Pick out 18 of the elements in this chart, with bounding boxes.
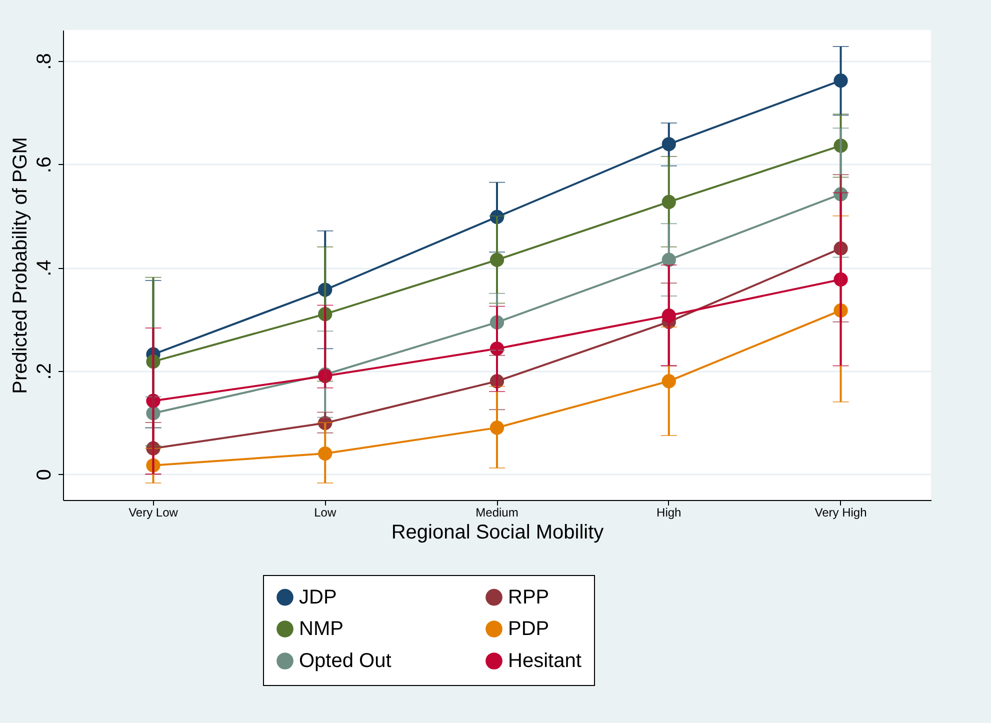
y-tick-label: .2 — [34, 363, 56, 380]
y-tick-label: .4 — [34, 260, 56, 276]
legend-label: NMP — [299, 618, 344, 640]
legend-label: RPP — [508, 586, 550, 608]
x-tick-label: Very High — [814, 506, 867, 520]
x-axis-title: Regional Social Mobility — [391, 522, 604, 544]
legend-label: Hesitant — [508, 650, 582, 672]
legend-label: Opted Out — [299, 650, 392, 672]
x-tick-label: Medium — [476, 506, 518, 520]
y-tick-label: 0 — [34, 469, 56, 480]
y-tick-label: .8 — [34, 53, 56, 70]
legend-label: JDP — [299, 586, 337, 608]
y-axis-title: Predicted Probability of PGM — [10, 137, 32, 394]
x-tick-label: High — [656, 506, 682, 520]
x-tick-label: Very Low — [128, 506, 178, 520]
y-tick-label: .6 — [34, 156, 56, 174]
legend-label: PDP — [508, 618, 550, 640]
x-tick-label: Low — [314, 506, 336, 520]
